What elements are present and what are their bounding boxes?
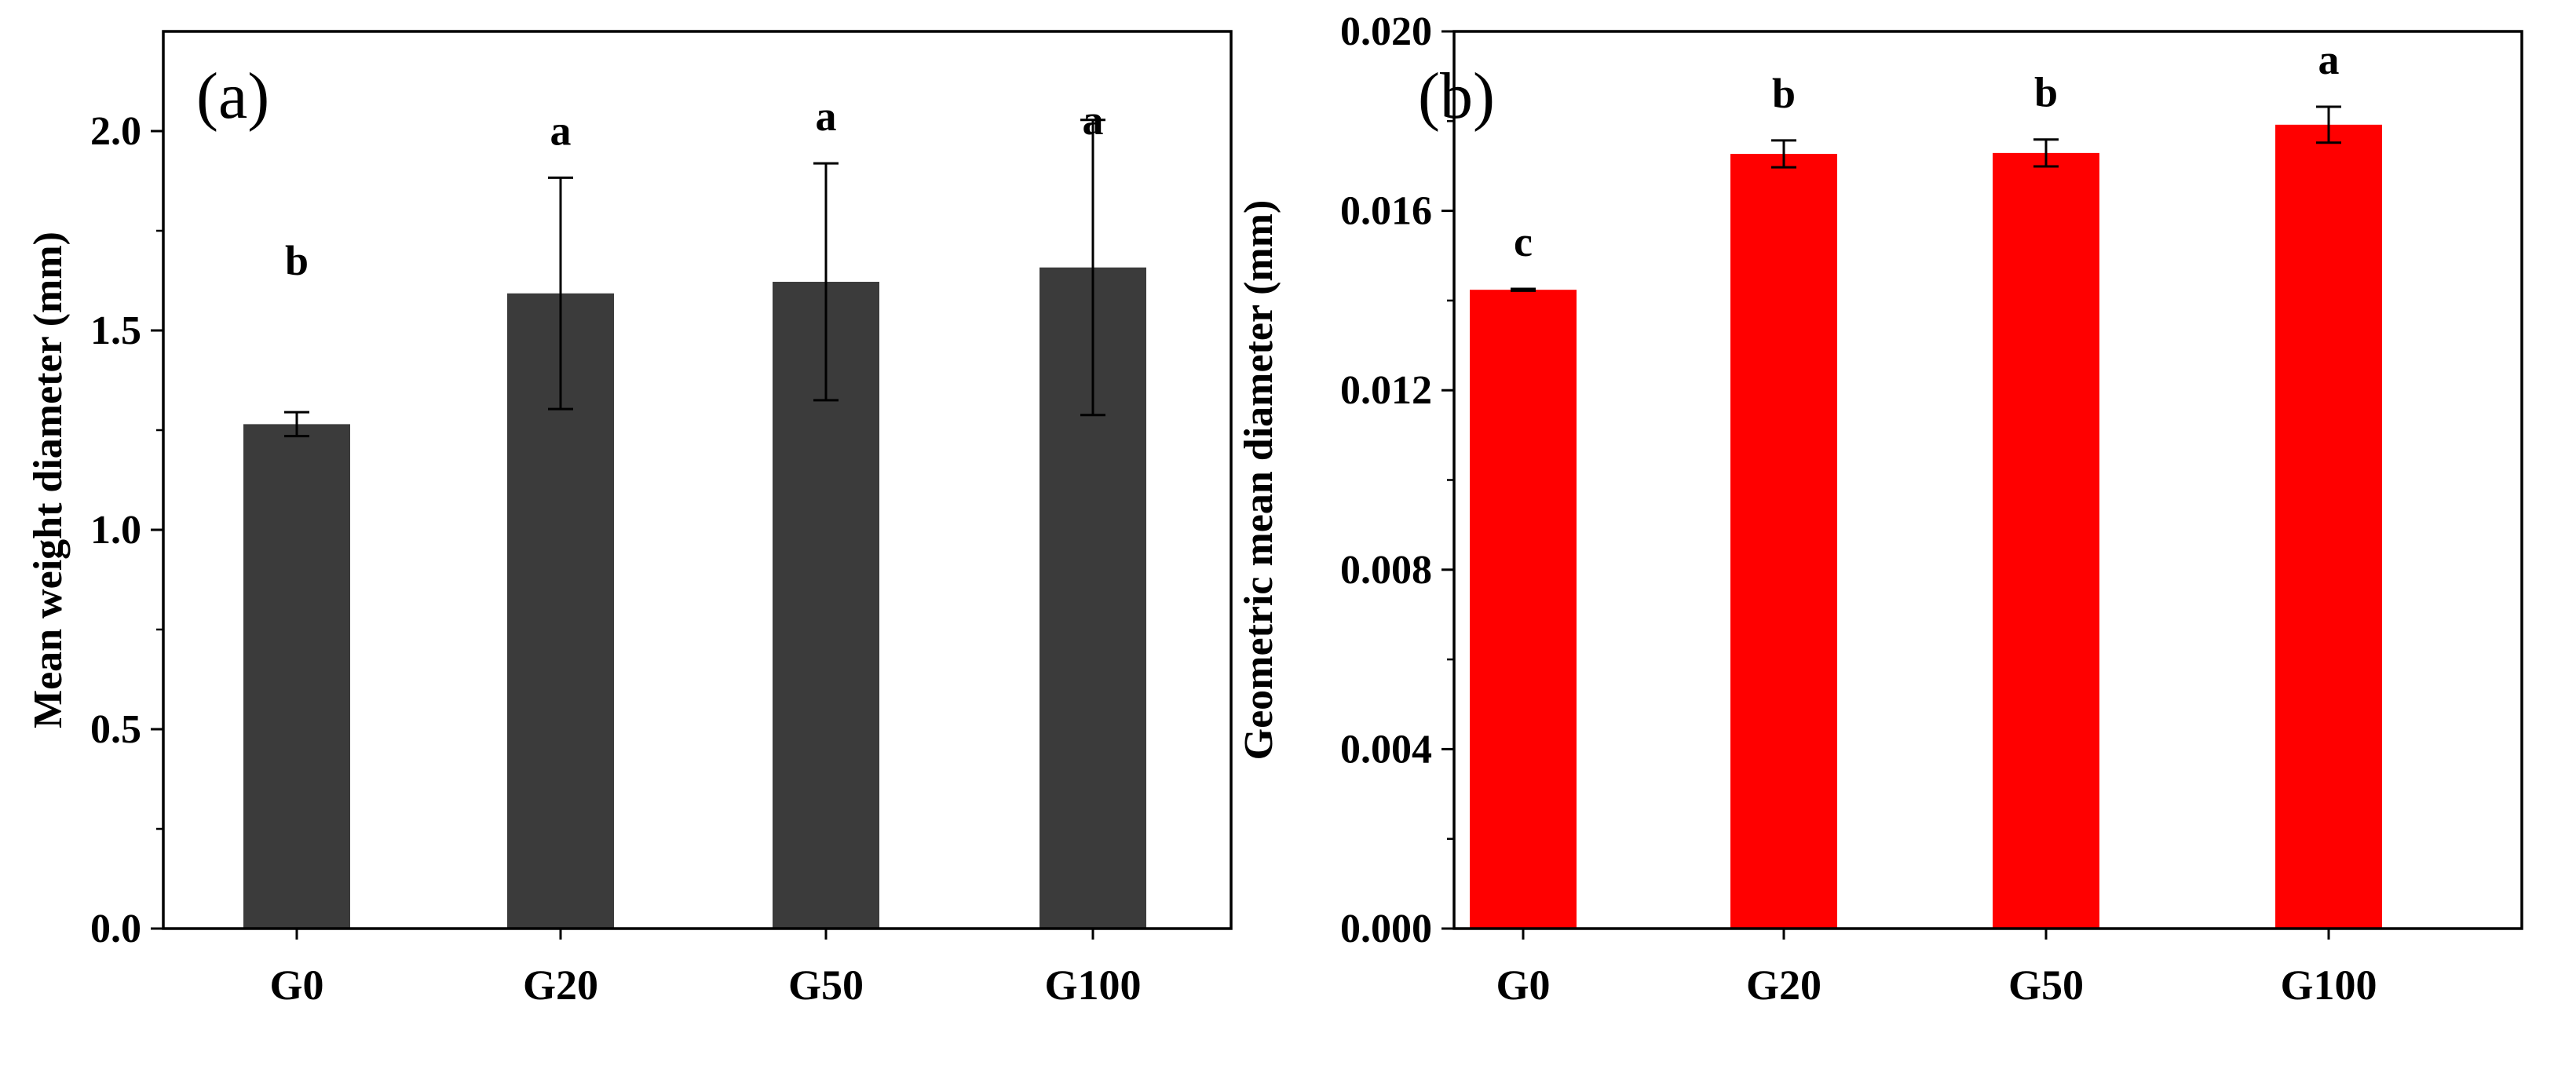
panel-b-ylabel: Geometric mean diameter (mm) [1237, 200, 1281, 761]
panel-a-significance-g0: b [285, 237, 309, 284]
panel-a-errorbar-g0 [284, 411, 309, 438]
panel-a-ytick-label: 1.0 [90, 508, 141, 553]
panel-a-xtick-label-g0: G0 [269, 962, 323, 1009]
panel-b-bar-g50 [1993, 152, 2099, 929]
panel-a-panel-label: (a) [196, 60, 269, 133]
panel-b-ytick-label: 0.000 [1340, 907, 1432, 951]
panel-a-ytick-label: 1.5 [90, 308, 141, 353]
panel-a-significance-g100: a [1083, 97, 1104, 144]
panel-b-xtick-label-g100: G100 [2280, 962, 2377, 1009]
panel-b-ytick-label: 0.012 [1340, 368, 1432, 413]
panel-a-xtick-label-g100: G100 [1044, 962, 1141, 1009]
panel-b-errorbar-g100 [2316, 105, 2341, 144]
panel-b-errorbar-g20 [1771, 139, 1796, 169]
panel-b-bar-g20 [1730, 154, 1837, 929]
panel-b-chart: c G0 b G20 b G50 a G100 0.000 0.004 0.008 0.012 0.01… [1237, 9, 2523, 1009]
panel-b-significance-g0: c [1514, 218, 1533, 265]
panel-b-ytick-label: 0.004 [1340, 727, 1432, 772]
panel-b-ytick-label: 0.008 [1340, 548, 1432, 593]
panel-a-errorbar-g100 [1080, 119, 1105, 417]
panel-b-errorbar-g50 [2033, 138, 2059, 168]
panel-a-significance-g50: a [816, 93, 837, 140]
panel-a-ytick-label: 2.0 [90, 109, 141, 154]
panel-b-significance-g50: b [2034, 69, 2058, 116]
panel-b-xtick-label-g0: G0 [1496, 962, 1550, 1009]
panel-b-significance-g20: b [1772, 70, 1796, 117]
panel-a-errorbar-g50 [813, 162, 839, 402]
panel-a-bar-g0 [243, 424, 350, 929]
panel-a-plot-frame [162, 30, 1233, 930]
panel-b-ytick-label: 0.020 [1340, 9, 1432, 54]
panel-a-errorbar-g20 [548, 176, 573, 411]
panel-a-ytick-label: 0.0 [90, 907, 141, 951]
panel-a-ylabel: Mean weight diameter (mm) [26, 232, 71, 728]
panel-a-xtick-label-g20: G20 [523, 962, 598, 1009]
panel-b-bar-g100 [2275, 124, 2382, 929]
panel-b-xtick-label-g50: G50 [2008, 962, 2084, 1009]
panel-b-panel-label: (b) [1418, 60, 1495, 133]
panel-a-xtick-label-g50: G50 [788, 962, 864, 1009]
panel-b-xtick-label-g20: G20 [1746, 962, 1821, 1009]
panel-b-bar-g0 [1470, 290, 1577, 929]
panel-a-chart: b G0 a G20 a G50 a G100 0.0 0.5 1.0 1.5 2.0 Mean weig… [26, 30, 1233, 1009]
panel-a-significance-g20: a [550, 107, 572, 154]
panel-b-significance-g100: a [2318, 36, 2340, 83]
panel-b-errorbar-g0 [1511, 287, 1536, 292]
panel-b-ytick-label: 0.016 [1340, 189, 1432, 234]
panel-a-ytick-label: 0.5 [90, 707, 141, 752]
